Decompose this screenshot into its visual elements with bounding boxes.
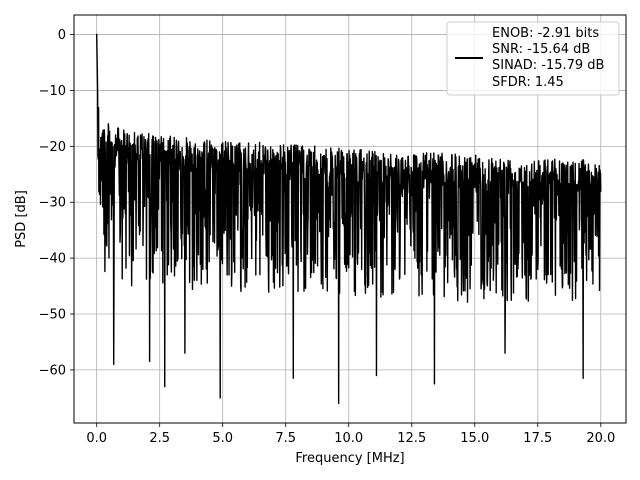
y-tick-label: −50 [39,308,66,323]
psd-series-line [95,34,602,405]
x-tick-label: 20.0 [586,431,615,446]
legend-line-enob: ENOB: -2.91 bits [492,26,599,41]
x-tick-label: 0.0 [86,431,107,446]
x-tick-label: 12.5 [397,431,426,446]
psd-peak-point [95,33,98,36]
plot-area [95,33,602,405]
x-tick-label: 10.0 [334,431,363,446]
y-tick-label: −60 [39,363,66,378]
axes-frame [73,14,627,424]
legend-line-snr: SNR: -15.64 dB [492,42,590,57]
x-tick-label: 17.5 [523,431,552,446]
x-axis-label: Frequency [MHz] [295,451,404,466]
y-tick-label: 0 [58,28,66,43]
legend-box [446,21,620,96]
y-axis-label: PSD [dB] [14,190,29,248]
y-tick-label: −40 [39,252,66,267]
y-tick-label: −30 [39,196,66,211]
legend: ENOB: -2.91 bits SNR: -15.64 dB SINAD: -… [446,21,620,96]
y-tick-label: −20 [39,140,66,155]
legend-line-sinad: SINAD: -15.79 dB [492,58,604,73]
x-tick-label: 2.5 [149,431,170,446]
x-axis-ticks: 0.0 2.5 5.0 7.5 10.0 12.5 15.0 17.5 20.0 [86,423,615,446]
x-tick-label: 15.0 [460,431,489,446]
y-axis-ticks: 0 −10 −20 −30 −40 −50 −60 [39,28,74,378]
x-tick-label: 7.5 [275,431,296,446]
legend-line-sfdr: SFDR: 1.45 [492,75,564,90]
y-tick-label: −10 [39,84,66,99]
x-tick-label: 5.0 [212,431,233,446]
